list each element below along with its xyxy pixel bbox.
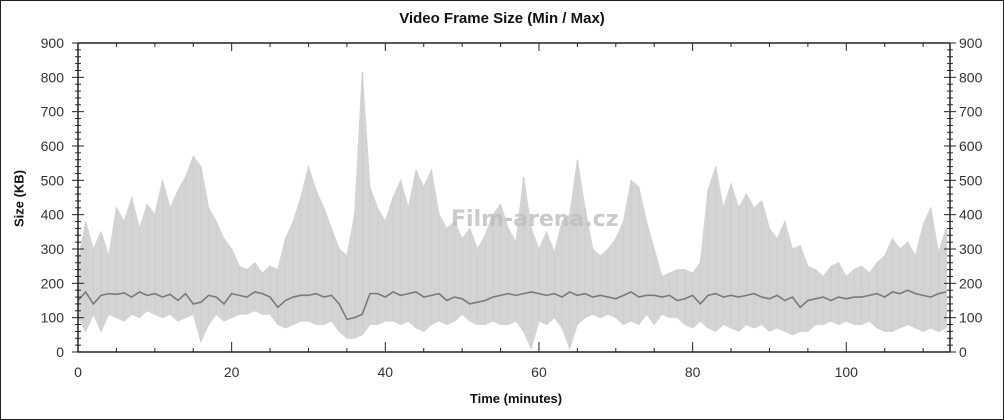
y-tick-label-left: 400 (41, 207, 65, 223)
x-axis-label: Time (minutes) (469, 391, 563, 406)
watermark-logo: Film-arena.cz (451, 207, 619, 232)
chart-title: Video Frame Size (Min / Max) (399, 10, 605, 27)
y-tick-label-left: 600 (41, 138, 65, 154)
x-tick-label: 0 (74, 364, 82, 380)
x-tick-label: 100 (835, 364, 859, 380)
y-tick-label-right: 800 (959, 69, 983, 85)
y-tick-label-left: 0 (56, 344, 64, 360)
y-tick-label-right: 900 (959, 35, 983, 51)
y-axis-label: Size (KB) (11, 169, 27, 228)
x-tick-label: 20 (224, 364, 240, 380)
y-tick-label-right: 400 (959, 207, 983, 223)
x-tick-label: 80 (685, 364, 701, 380)
y-tick-label-right: 600 (959, 138, 983, 154)
y-tick-label-left: 300 (41, 241, 65, 257)
series-line (77, 289, 947, 321)
y-tick-label-left: 700 (41, 104, 65, 120)
y-tick-label-right: 0 (959, 344, 967, 360)
y-tick-label-right: 100 (959, 310, 983, 326)
y-tick-label-left: 200 (41, 275, 65, 291)
y-tick-label-right: 700 (959, 104, 983, 120)
y-tick-label-left: 800 (41, 69, 65, 85)
y-tick-label-right: 300 (959, 241, 983, 257)
y-tick-label-right: 200 (959, 275, 983, 291)
x-tick-label: 40 (378, 364, 394, 380)
y-tick-label-right: 500 (959, 172, 983, 188)
y-tick-label-left: 500 (41, 172, 65, 188)
y-tick-label-left: 900 (41, 35, 65, 51)
x-tick-label: 60 (531, 364, 547, 380)
y-tick-label-left: 100 (41, 310, 65, 326)
